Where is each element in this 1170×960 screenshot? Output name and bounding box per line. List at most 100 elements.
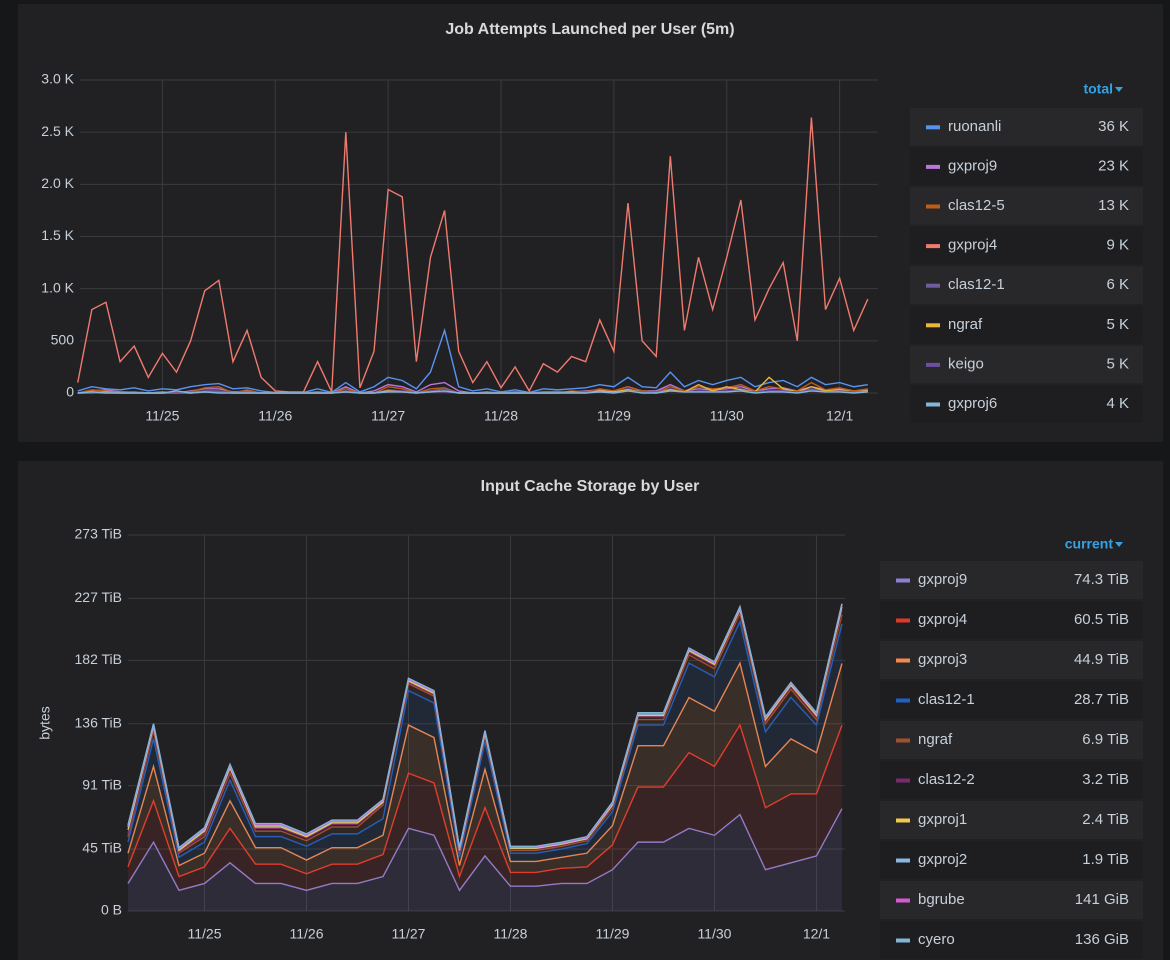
legend-name: gxproj9 xyxy=(918,571,967,588)
area-fill xyxy=(128,725,842,891)
legend-swatch xyxy=(926,402,940,407)
series-line xyxy=(77,117,869,393)
legend-name: bgrube xyxy=(918,891,965,908)
legend-header: total xyxy=(1083,81,1113,97)
series-line xyxy=(127,619,843,859)
y-tick-label: 1.0 K xyxy=(41,279,74,295)
legend-swatch xyxy=(896,938,910,943)
legend-swatch xyxy=(896,778,910,783)
legend-swatch xyxy=(896,578,910,583)
legend-swatch xyxy=(926,204,940,209)
legend-swatch xyxy=(896,818,910,823)
legend-value: 136 GiB xyxy=(1075,931,1129,948)
legend-value: 141 GiB xyxy=(1075,891,1129,908)
x-tick-label: 11/28 xyxy=(484,408,518,424)
y-tick-label: 2.0 K xyxy=(41,175,74,191)
legend-value: 60.5 TiB xyxy=(1074,611,1129,628)
y-tick-label: 500 xyxy=(51,332,75,348)
y-tick-label: 3.0 K xyxy=(41,71,74,87)
legend-row xyxy=(910,147,1143,186)
x-tick-label: 12/1 xyxy=(826,408,853,424)
y-tick-label: 273 TiB xyxy=(75,526,122,542)
y-axis-label: bytes xyxy=(37,706,53,739)
legend-name: clas12-2 xyxy=(918,771,975,788)
legend-swatch xyxy=(896,698,910,703)
legend-value: 74.3 TiB xyxy=(1074,571,1129,588)
y-tick-label: 2.5 K xyxy=(41,123,74,139)
legend-row xyxy=(910,226,1143,265)
legend-value: 9 K xyxy=(1106,237,1129,254)
legend-swatch xyxy=(896,858,910,863)
legend-value: 4 K xyxy=(1106,395,1129,412)
legend-row xyxy=(880,801,1143,839)
y-tick-label: 91 TiB xyxy=(82,776,122,792)
legend-value: 1.9 TiB xyxy=(1082,851,1129,868)
legend-name: gxproj9 xyxy=(948,157,997,174)
x-tick-label: 12/1 xyxy=(803,926,830,942)
legend-name: gxproj1 xyxy=(918,811,967,828)
series-line xyxy=(127,603,843,849)
x-tick-label: 11/30 xyxy=(710,408,744,424)
y-tick-label: 136 TiB xyxy=(75,714,122,730)
x-tick-label: 11/25 xyxy=(145,408,179,424)
legend-swatch xyxy=(896,658,910,663)
legend-swatch xyxy=(926,283,940,288)
sort-icon xyxy=(1115,87,1123,92)
legend-name: gxproj2 xyxy=(918,851,967,868)
legend-value: 36 K xyxy=(1098,118,1129,135)
legend-row xyxy=(910,266,1143,304)
legend-row xyxy=(910,306,1143,344)
y-tick-label: 227 TiB xyxy=(75,589,122,605)
legend-name: clas12-5 xyxy=(948,197,1005,214)
legend-value: 5 K xyxy=(1106,316,1129,333)
legend-name: clas12-1 xyxy=(918,691,975,708)
legend-name: gxproj3 xyxy=(918,651,967,668)
legend-row xyxy=(880,681,1143,719)
legend-name: ruonanli xyxy=(948,118,1001,135)
legend-row xyxy=(910,345,1143,384)
legend-name: ngraf xyxy=(948,316,983,333)
legend-value: 44.9 TiB xyxy=(1074,651,1129,668)
legend-swatch xyxy=(926,323,940,328)
y-tick-label: 0 B xyxy=(101,902,122,918)
legend-value: 23 K xyxy=(1098,157,1129,174)
legend-row xyxy=(880,921,1143,959)
legend-row xyxy=(910,187,1143,225)
legend-value: 2.4 TiB xyxy=(1082,811,1129,828)
sort-icon xyxy=(1115,542,1123,547)
y-tick-label: 45 TiB xyxy=(82,840,122,856)
series-line xyxy=(77,327,868,394)
series-line xyxy=(127,723,843,879)
legend-name: gxproj6 xyxy=(948,395,997,412)
y-tick-label: 0 xyxy=(66,384,74,400)
legend-swatch xyxy=(926,164,940,169)
legend-row xyxy=(880,641,1143,679)
legend-row xyxy=(910,108,1143,146)
legend-row xyxy=(880,721,1143,759)
legend-row xyxy=(880,561,1143,599)
x-tick-label: 11/29 xyxy=(597,408,631,424)
legend-name: ngraf xyxy=(918,731,953,748)
series-line xyxy=(77,390,868,394)
legend-swatch xyxy=(896,898,910,903)
legend-row xyxy=(880,881,1143,919)
x-tick-label: 11/27 xyxy=(391,926,425,942)
area-fill xyxy=(128,808,842,911)
x-tick-label: 11/28 xyxy=(493,926,527,942)
legend-row xyxy=(910,385,1143,423)
legend-name: gxproj4 xyxy=(948,237,997,254)
legend-value: 6 K xyxy=(1106,276,1129,293)
series-line xyxy=(127,661,843,867)
legend-value: 6.9 TiB xyxy=(1082,731,1129,748)
legend-value: 3.2 TiB xyxy=(1082,771,1129,788)
series-line xyxy=(127,808,843,892)
legend-swatch xyxy=(896,618,910,623)
legend-swatch xyxy=(926,244,940,249)
legend-row xyxy=(880,761,1143,799)
legend-row xyxy=(880,601,1143,639)
legend-name: clas12-1 xyxy=(948,276,1005,293)
y-tick-label: 1.5 K xyxy=(41,227,74,243)
legend-value: 13 K xyxy=(1098,197,1129,214)
legend-value: 28.7 TiB xyxy=(1074,691,1129,708)
